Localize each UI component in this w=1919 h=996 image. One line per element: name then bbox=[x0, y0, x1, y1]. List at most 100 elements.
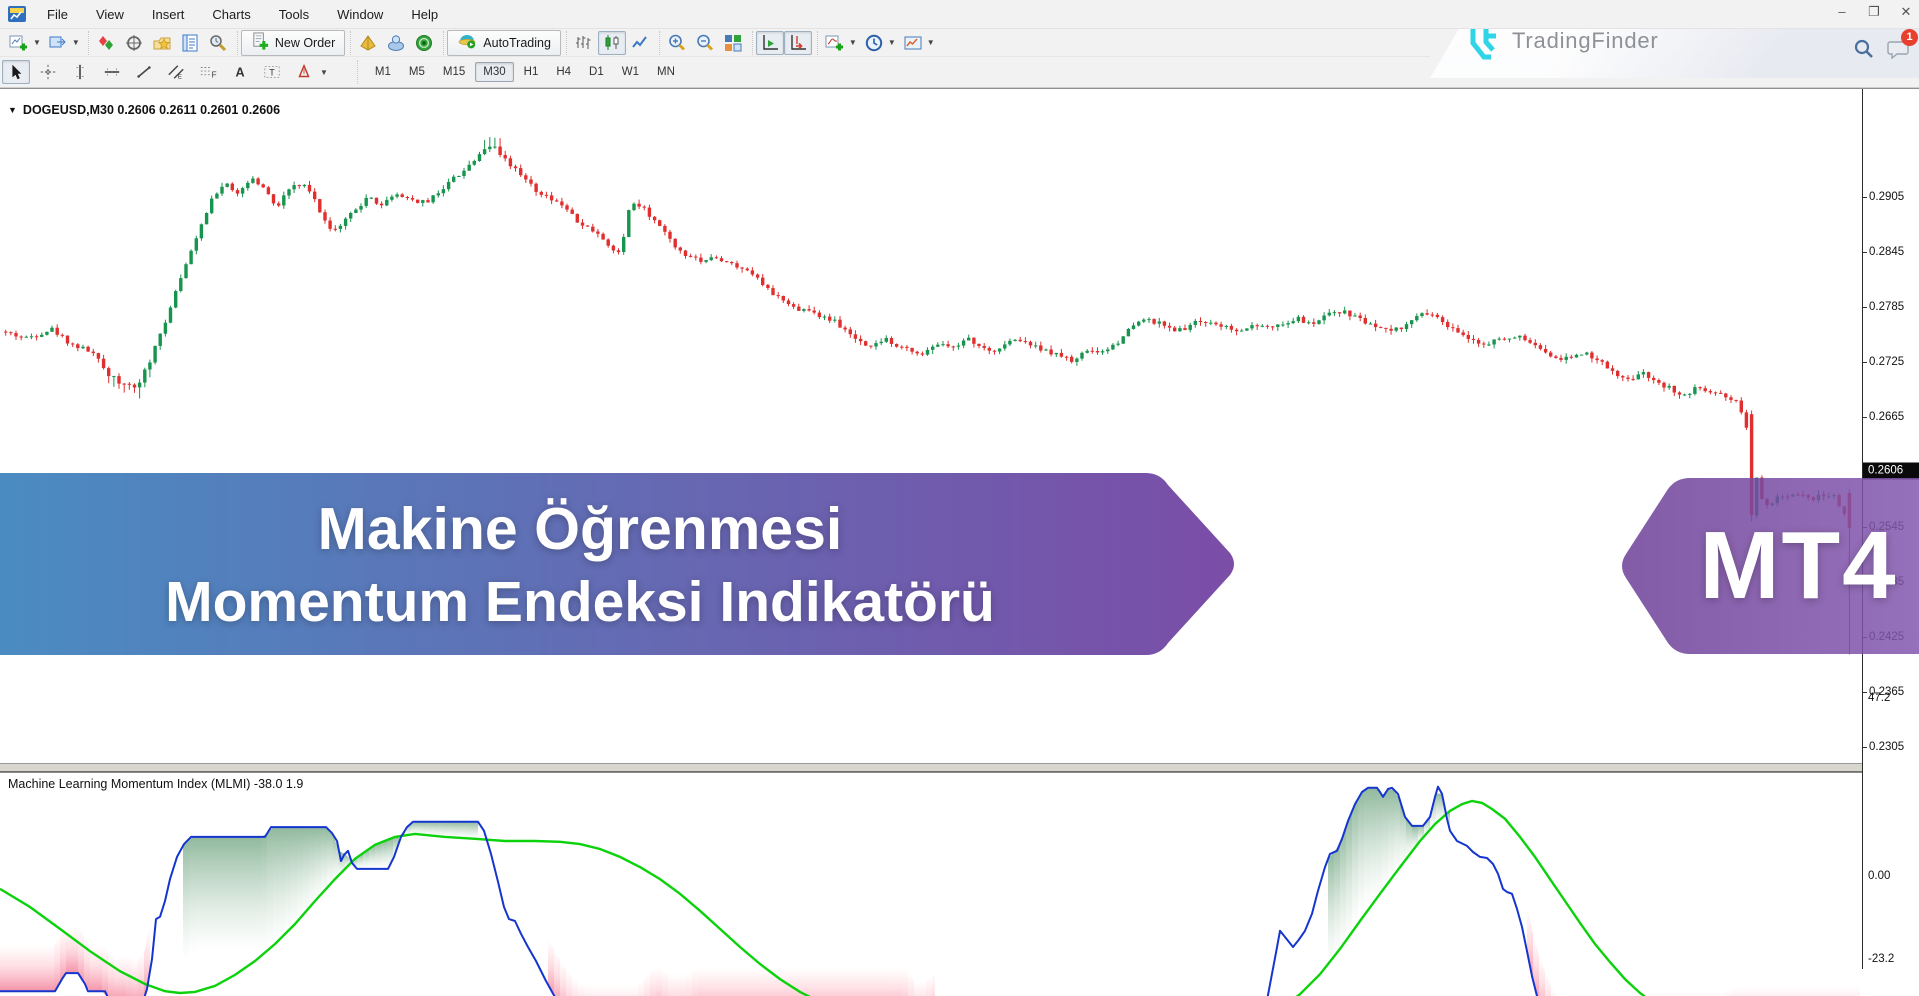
toolbar-group: AutoTrading bbox=[443, 29, 564, 56]
zoom-out-button[interactable] bbox=[691, 31, 719, 55]
publisher-button[interactable] bbox=[382, 31, 410, 55]
toolbar-group bbox=[751, 30, 815, 55]
market-watch-icon bbox=[96, 33, 116, 53]
community-icon bbox=[414, 33, 434, 53]
shapes-icon bbox=[295, 63, 313, 81]
timeframe-w1[interactable]: W1 bbox=[621, 66, 639, 78]
mlmi-indicator-panel[interactable] bbox=[0, 771, 1862, 996]
favorites-button[interactable] bbox=[148, 31, 176, 55]
new-chart-caret[interactable]: ▼ bbox=[33, 38, 41, 47]
candlestick-chart[interactable] bbox=[0, 89, 1862, 763]
search-icon[interactable] bbox=[1853, 38, 1875, 65]
timeframes-group: M1 M5 M15 M30 H1 H4 D1 W1 MN bbox=[356, 60, 684, 84]
timeframe-m15[interactable]: M15 bbox=[442, 66, 466, 78]
channel-tool-button[interactable]: E bbox=[162, 60, 190, 84]
chart-candles-button[interactable] bbox=[597, 30, 626, 55]
tile-windows-icon bbox=[723, 33, 743, 53]
restore-button[interactable]: ❐ bbox=[1868, 4, 1880, 19]
shapes-caret[interactable]: ▼ bbox=[320, 67, 328, 77]
market-watch-button[interactable] bbox=[92, 31, 120, 55]
fibonacci-tool-button[interactable]: F bbox=[194, 60, 222, 84]
crosshair-tool-button[interactable] bbox=[34, 60, 62, 84]
timeframe-h4[interactable]: H4 bbox=[556, 66, 572, 78]
cursor-icon bbox=[7, 63, 25, 81]
periods-icon bbox=[864, 33, 884, 53]
chart-bars-button[interactable] bbox=[570, 31, 598, 55]
autotrading-button[interactable]: AutoTrading bbox=[447, 29, 561, 56]
text-label-tool-button[interactable]: T bbox=[258, 60, 286, 84]
tile-windows-button[interactable] bbox=[719, 31, 747, 55]
shapes-tool-button[interactable] bbox=[290, 60, 318, 84]
menu-item-help[interactable]: Help bbox=[411, 6, 439, 22]
chart-shift-button[interactable] bbox=[783, 30, 812, 55]
symbol-ohlc-text: DOGEUSD,M30 0.2606 0.2611 0.2601 0.2606 bbox=[22, 103, 281, 117]
menu-item-tools[interactable]: Tools bbox=[278, 6, 310, 22]
navigator-icon bbox=[124, 33, 144, 53]
indicators-caret[interactable]: ▼ bbox=[848, 38, 857, 47]
symbol-ohlc-line: ▼ DOGEUSD,M30 0.2606 0.2611 0.2601 0.260… bbox=[8, 103, 280, 117]
subwindow-separator[interactable] bbox=[0, 763, 1862, 773]
menu-item-insert[interactable]: Insert bbox=[151, 6, 185, 22]
toolbar-group: New Order bbox=[236, 29, 348, 56]
close-button[interactable]: ✕ bbox=[1900, 4, 1912, 19]
new-order-button[interactable]: New Order bbox=[240, 29, 346, 56]
window-controls: – ❐ ✕ bbox=[1833, 4, 1915, 20]
indicator-axis-label: 0.00 bbox=[1868, 870, 1891, 882]
templates-icon bbox=[903, 33, 923, 53]
vline-tool-button[interactable] bbox=[66, 60, 94, 84]
strategy-tester-icon bbox=[208, 33, 228, 53]
indicator-label: Machine Learning Momentum Index (MLMI) -… bbox=[8, 777, 304, 791]
price-tick bbox=[1863, 747, 1867, 748]
chat-icon[interactable]: 1 bbox=[1887, 29, 1918, 65]
auto-scroll-button[interactable] bbox=[755, 30, 784, 55]
menu-item-charts[interactable]: Charts bbox=[212, 6, 251, 22]
timeframe-m5[interactable]: M5 bbox=[408, 66, 425, 78]
banner-title-line2: Momentum Endeksi Indikatörü bbox=[165, 569, 995, 634]
svg-text:T: T bbox=[269, 68, 275, 78]
templates-caret[interactable]: ▼ bbox=[926, 38, 935, 47]
minimize-button[interactable]: – bbox=[1838, 4, 1846, 19]
data-window-button[interactable] bbox=[176, 31, 204, 55]
periods-button[interactable] bbox=[860, 31, 888, 55]
timeframe-m1[interactable]: M1 bbox=[374, 66, 391, 78]
profiles-button[interactable] bbox=[44, 31, 72, 55]
symbol-dropdown-caret[interactable]: ▼ bbox=[8, 105, 17, 115]
timeframe-d1[interactable]: D1 bbox=[589, 66, 604, 78]
cursor-tool-button[interactable] bbox=[2, 60, 30, 84]
strategy-tester-button[interactable] bbox=[204, 31, 232, 55]
menu-item-file[interactable]: File bbox=[47, 6, 68, 22]
indicators-button[interactable] bbox=[821, 31, 849, 55]
toolbar-group bbox=[658, 30, 750, 55]
auto-scroll-icon bbox=[760, 33, 780, 53]
menu-bar: File View Insert Charts Tools Window Help – ❐ … bbox=[0, 0, 1919, 29]
line-studies-group: E F A T ▼ bbox=[0, 60, 331, 84]
menu-item-window[interactable]: Window bbox=[337, 6, 384, 22]
price-label: 0.2665 bbox=[1869, 411, 1905, 423]
menu-item-view[interactable]: View bbox=[95, 6, 124, 22]
zoom-out-icon bbox=[695, 33, 715, 53]
hline-tool-button[interactable] bbox=[98, 60, 126, 84]
publisher-icon bbox=[386, 33, 406, 53]
data-window-icon bbox=[180, 33, 200, 53]
community-button[interactable] bbox=[410, 31, 438, 55]
chart-candles-icon bbox=[602, 33, 622, 53]
chart-line-button[interactable] bbox=[626, 31, 654, 55]
timeframe-mn[interactable]: MN bbox=[657, 66, 675, 78]
new-order-icon bbox=[251, 31, 270, 54]
platform-badge: MT4 bbox=[1618, 478, 1919, 654]
zoom-in-button[interactable] bbox=[663, 31, 691, 55]
profiles-icon bbox=[48, 33, 68, 53]
navigator-button[interactable] bbox=[120, 31, 148, 55]
profiles-caret[interactable]: ▼ bbox=[71, 38, 80, 47]
title-banner: Makine Öğrenmesi Momentum Endeksi Indika… bbox=[0, 473, 1240, 655]
templates-button[interactable] bbox=[899, 31, 927, 55]
timeframe-m30[interactable]: M30 bbox=[475, 62, 514, 82]
text-tool-button[interactable]: A bbox=[226, 60, 254, 84]
trendline-tool-button[interactable] bbox=[130, 60, 158, 84]
periods-caret[interactable]: ▼ bbox=[887, 38, 896, 47]
metaeditor-button[interactable] bbox=[354, 31, 382, 55]
new-chart-button[interactable] bbox=[5, 31, 33, 55]
notification-badge: 1 bbox=[1901, 29, 1918, 46]
timeframe-h1[interactable]: H1 bbox=[523, 66, 539, 78]
